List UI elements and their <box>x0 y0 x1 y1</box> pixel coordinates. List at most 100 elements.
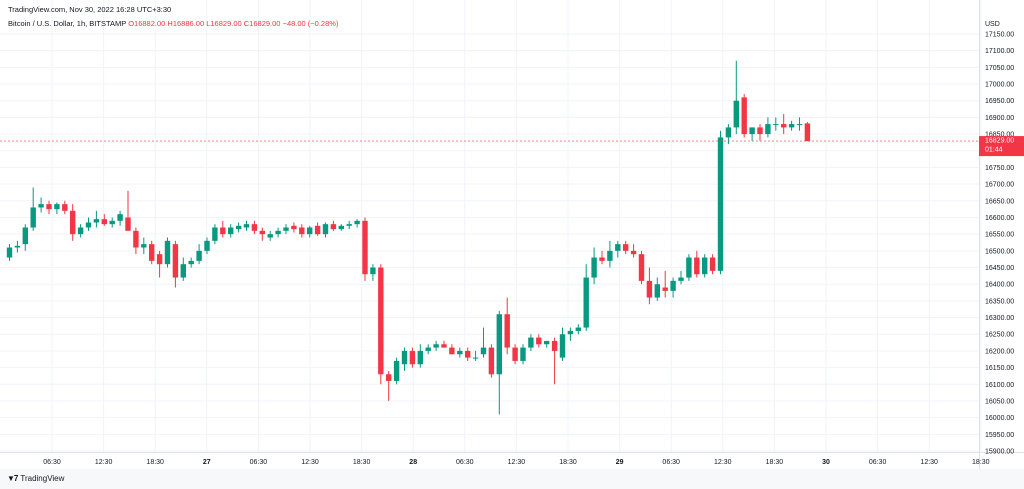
candle <box>709 254 716 275</box>
candle-body <box>670 280 676 291</box>
candle-body <box>77 227 84 235</box>
candle-body <box>125 217 131 231</box>
candle-body <box>417 350 423 365</box>
y-tick-label: 17000.00 <box>985 82 1014 89</box>
candle <box>457 347 463 358</box>
candle-body <box>488 347 495 375</box>
candle <box>354 219 360 228</box>
candle <box>765 117 771 138</box>
candle-body <box>235 225 242 230</box>
candle-body <box>30 207 36 228</box>
y-tick-label: 15900.00 <box>985 449 1014 456</box>
candle-body <box>401 350 408 365</box>
candle <box>662 270 668 298</box>
footer-bar <box>0 469 1024 489</box>
y-tick-label: 16750.00 <box>985 165 1014 172</box>
candle-body <box>46 204 52 210</box>
candle <box>733 60 739 135</box>
candle-body <box>757 127 763 135</box>
x-tick-label: 12:30 <box>920 459 938 466</box>
candle-body <box>630 250 637 255</box>
candle <box>267 230 273 241</box>
y-tick-label: 15950.00 <box>985 432 1014 439</box>
ohlc-change: −48.00 (−0.28%) <box>282 19 339 28</box>
x-tick-label: 27 <box>203 459 211 466</box>
candle-body <box>457 350 463 355</box>
candle-body <box>275 230 281 235</box>
x-tick-label: 28 <box>409 459 417 466</box>
candle-body <box>307 227 313 235</box>
tradingview-logo-icon[interactable]: ▼7 <box>7 474 18 483</box>
candle-body <box>188 260 194 265</box>
candle <box>480 327 487 358</box>
candle <box>322 222 329 238</box>
candle-body <box>504 314 510 348</box>
x-tick-label: 18:30 <box>766 459 784 466</box>
last-price-badge: 16829.00 01:44 <box>979 136 1024 157</box>
candle <box>291 222 297 233</box>
candle <box>62 200 68 215</box>
candle <box>259 227 265 241</box>
candle <box>54 202 60 215</box>
candle <box>251 220 258 235</box>
y-tick-label: 16150.00 <box>985 365 1014 372</box>
candle-body <box>117 214 123 221</box>
symbol-legend: Bitcoin / U.S. Dollar, 1h, BITSTAMP O168… <box>8 19 338 28</box>
candle <box>228 224 234 238</box>
x-tick-label: 06:30 <box>869 459 887 466</box>
x-tick-label: 29 <box>616 459 624 466</box>
candle-body <box>62 204 68 211</box>
candle <box>630 244 637 258</box>
currency-label: USD <box>985 21 1000 28</box>
candle <box>512 344 518 365</box>
y-tick-label: 16650.00 <box>985 198 1014 205</box>
candle <box>654 277 660 301</box>
x-tick-label: 18:30 <box>559 459 577 466</box>
price-axis[interactable]: 17150.00 17100.00 17050.00 17000.00 16950.00… <box>985 32 1014 456</box>
candle-body <box>172 244 179 278</box>
candle <box>370 264 376 281</box>
candle-body <box>544 340 550 345</box>
candle-body <box>662 287 668 291</box>
candle <box>314 222 321 236</box>
candle <box>30 187 36 231</box>
footer-logo-text[interactable]: TradingView <box>20 474 65 483</box>
candle <box>757 124 763 141</box>
candle <box>307 225 313 238</box>
y-tick-label: 16950.00 <box>985 98 1014 105</box>
candle <box>393 357 400 385</box>
candle <box>520 344 526 365</box>
candle <box>101 214 107 226</box>
x-tick-label: 06:30 <box>456 459 474 466</box>
time-axis[interactable]: 06:30 12:30 18:30 27 06:30 12:30 18:30 28 06:30 1… <box>43 459 989 466</box>
x-tick-label: 18:30 <box>146 459 164 466</box>
candle <box>141 237 147 255</box>
candle-body <box>741 97 747 135</box>
y-tick-label: 17050.00 <box>985 65 1014 72</box>
candle-body <box>796 124 803 126</box>
candle <box>330 220 337 231</box>
y-tick-label: 17100.00 <box>985 48 1014 55</box>
candle-body <box>338 225 344 230</box>
candle-body <box>243 224 250 228</box>
ohlc-low: L16829.00 <box>206 19 242 28</box>
candle <box>686 254 692 281</box>
x-tick-label: 06:30 <box>662 459 680 466</box>
candle-body <box>204 240 210 251</box>
candle-body <box>393 360 400 381</box>
candle-body <box>512 347 518 361</box>
footer-branding: ▼7 TradingView <box>7 474 64 483</box>
candle-body <box>781 124 787 128</box>
candle <box>773 117 779 131</box>
candle-body <box>472 357 479 359</box>
candle <box>401 347 408 371</box>
candle-body <box>449 347 455 355</box>
candle-body <box>599 257 605 261</box>
symbol-name[interactable]: Bitcoin / U.S. Dollar, 1h, BITSTAMP <box>8 19 127 28</box>
candle <box>362 217 368 281</box>
candle <box>417 344 423 368</box>
candle <box>504 297 510 355</box>
candle <box>346 220 352 230</box>
candle-body <box>551 340 558 351</box>
